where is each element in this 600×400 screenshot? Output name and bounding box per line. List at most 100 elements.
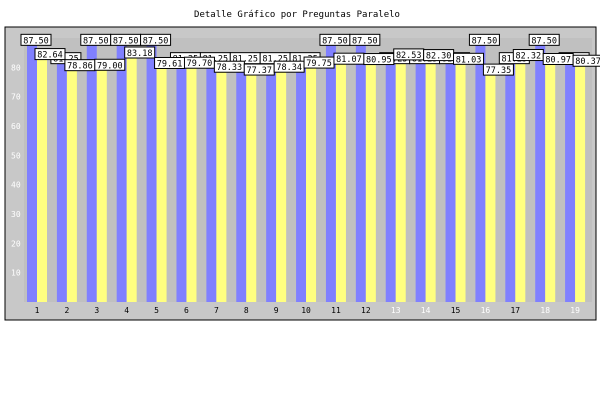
- data-label-box: [528, 33, 560, 46]
- data-label: 87.50: [528, 33, 560, 46]
- data-label: 82.32: [512, 49, 544, 62]
- data-labels: 87.5081.2587.5087.5087.5081.2581.2581.25…: [20, 33, 600, 76]
- data-label-text: 81.07: [336, 55, 362, 65]
- y-tick-label: 10: [11, 269, 21, 278]
- data-label-text: 81.25: [262, 55, 288, 65]
- data-label-box: [20, 33, 52, 46]
- data-label-text: 79.75: [306, 59, 332, 69]
- y-tick-label: 70: [11, 93, 21, 102]
- data-label: 87.50: [468, 33, 500, 46]
- data-label: 81.03: [453, 52, 485, 65]
- data-label-box: [572, 54, 600, 67]
- y-tick-label: 40: [11, 181, 21, 190]
- y-tick-label: 20: [11, 239, 21, 248]
- x-tick-label: 17: [510, 306, 520, 315]
- data-label: 79.00: [94, 58, 126, 71]
- data-label: 87.50: [140, 33, 172, 46]
- data-label-text: 77.35: [486, 66, 512, 76]
- bar-series-2: [37, 59, 47, 303]
- x-tick-label: 4: [124, 306, 129, 315]
- bar-series-1: [27, 45, 37, 302]
- x-axis: 1 2 3 4 5 6 7 8 9 10 11 12 13 14 15 16 17 18 19: [35, 306, 581, 315]
- x-tick-label: 3: [94, 306, 99, 315]
- x-tick-label: 18: [540, 306, 550, 315]
- y-axis: 10 20 30 40 50 60 70 80: [11, 63, 21, 277]
- data-label-text: 81.03: [456, 55, 482, 65]
- data-label-box: [34, 48, 66, 61]
- bar-series-2: [545, 64, 556, 302]
- data-label: 87.50: [20, 33, 52, 46]
- bar-series-2: [96, 70, 107, 303]
- x-tick-label: 7: [214, 306, 219, 315]
- bar-series-1: [236, 63, 247, 302]
- bar-series-2: [365, 64, 376, 303]
- data-label-text: 87.50: [472, 36, 498, 46]
- bar-series-1: [56, 63, 67, 302]
- x-tick-label: 6: [184, 306, 189, 315]
- bar-series-2: [575, 66, 586, 302]
- bar-series-2: [395, 59, 406, 302]
- data-label-text: 87.50: [23, 36, 49, 46]
- bar-series-2: [485, 75, 496, 303]
- data-label-box: [468, 33, 500, 46]
- data-label: 82.64: [34, 48, 66, 61]
- bar-series-2: [515, 60, 526, 302]
- bar-series-1: [206, 63, 217, 302]
- data-label-text: 79.00: [97, 61, 123, 71]
- bar-series-1: [535, 45, 546, 302]
- data-label: 82.53: [393, 48, 425, 61]
- bar-series-1: [86, 45, 97, 302]
- data-label-box: [94, 58, 126, 71]
- data-label-text: 87.50: [322, 36, 348, 46]
- bar-series-1: [385, 63, 396, 302]
- data-label-text: 82.32: [516, 52, 542, 62]
- y-tick-label: 80: [11, 63, 21, 72]
- bar-series-1: [475, 45, 486, 302]
- data-label-box: [124, 46, 156, 59]
- y-tick-label: 50: [11, 151, 21, 160]
- data-label: 80.95: [363, 53, 395, 66]
- data-label-text: 77.37: [246, 66, 272, 76]
- bar-series-2: [66, 70, 77, 302]
- bar-series-1: [355, 45, 366, 302]
- data-label: 80.97: [542, 52, 574, 65]
- bar-series-2: [156, 68, 167, 303]
- data-label-text: 87.50: [352, 36, 378, 46]
- x-tick-label: 5: [154, 306, 159, 315]
- data-label: 78.86: [64, 59, 96, 72]
- bar-series-1: [415, 63, 426, 302]
- data-label: 79.70: [183, 56, 215, 69]
- data-label-text: 80.95: [366, 56, 392, 66]
- x-tick-label: 15: [451, 306, 461, 315]
- x-tick-label: 19: [570, 306, 580, 315]
- data-label: 87.50: [110, 33, 142, 46]
- bar-series-1: [266, 63, 277, 302]
- x-tick-label: 10: [301, 306, 311, 315]
- bar-series-2: [425, 60, 436, 302]
- data-label-text: 87.50: [143, 36, 169, 46]
- data-label: 79.75: [303, 56, 335, 69]
- x-tick-label: 1: [35, 306, 40, 315]
- bar-series-2: [216, 72, 227, 303]
- x-tick-label: 8: [244, 306, 249, 315]
- data-label: 80.37: [572, 54, 600, 67]
- bar-series-2: [276, 72, 287, 302]
- bar-series-1: [176, 63, 187, 302]
- bar-series-2: [306, 68, 317, 302]
- bar-series-2: [186, 68, 197, 302]
- data-label-text: 82.30: [426, 52, 452, 62]
- data-label: 87.50: [80, 33, 112, 46]
- x-tick-label: 9: [274, 306, 279, 315]
- data-label-text: 81.25: [232, 55, 258, 65]
- data-label: 79.61: [154, 56, 186, 69]
- data-label-text: 87.50: [531, 36, 557, 46]
- data-label-text: 80.37: [575, 57, 600, 67]
- bar-series-2: [455, 64, 466, 302]
- data-label-text: 83.18: [127, 49, 153, 59]
- data-label-text: 78.86: [67, 62, 93, 72]
- bar-series-1: [505, 63, 516, 302]
- data-label-text: 79.70: [187, 59, 213, 69]
- x-tick-label: 14: [421, 306, 431, 315]
- data-label-text: 87.50: [113, 36, 139, 46]
- data-label: 77.35: [482, 63, 514, 76]
